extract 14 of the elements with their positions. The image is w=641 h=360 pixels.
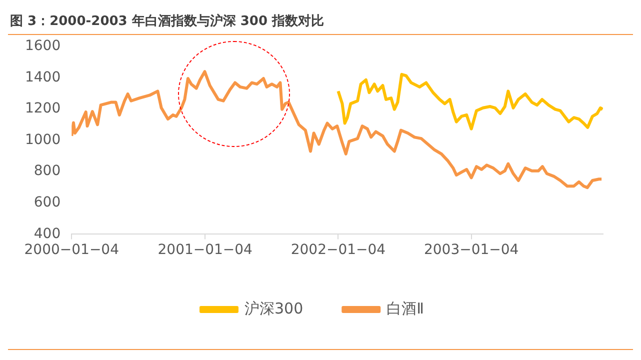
x-tick-label: 2003−01−04: [424, 242, 519, 258]
legend-label: 白酒Ⅱ: [386, 299, 424, 318]
y-tick-label: 1600: [24, 38, 61, 54]
y-tick-label: 800: [34, 163, 61, 180]
y-tick-label: 1400: [24, 69, 61, 86]
y-tick-label: 600: [34, 194, 61, 211]
x-tick-label: 2002−01−04: [290, 242, 386, 258]
y-tick-label: 1000: [24, 132, 61, 148]
x-tick-label: 2000−01−04: [24, 242, 120, 258]
y-tick-label: 1200: [24, 100, 61, 117]
chart-title: 图 3：2000-2003 年白酒指数与沪深 300 指数对比: [8, 8, 633, 35]
x-tick-label: 2001−01−04: [158, 242, 253, 258]
y-tick-label: 400: [34, 226, 61, 242]
legend-label: 沪深300: [244, 299, 304, 318]
